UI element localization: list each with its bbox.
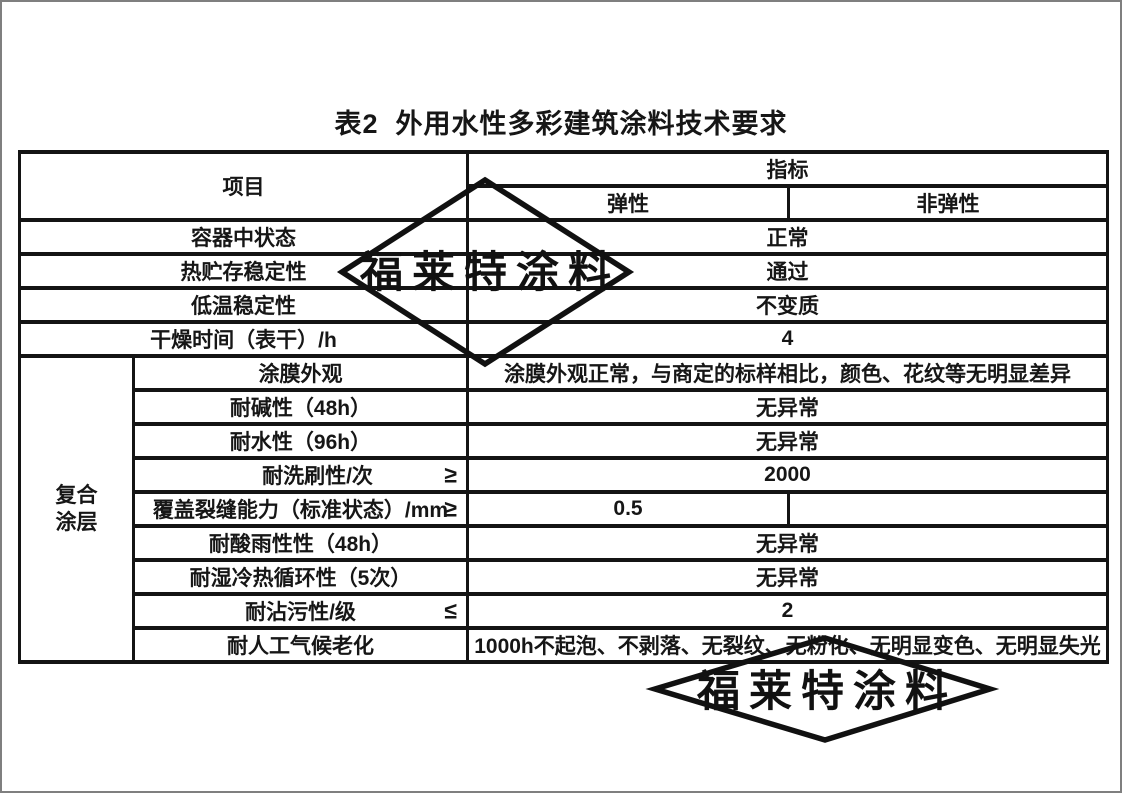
table-row: 复合涂层 涂膜外观 涂膜外观正常，与商定的标样相比，颜色、花纹等无明显差异 xyxy=(18,354,1109,664)
row-item-label: 耐湿冷热循环性（5次） xyxy=(132,558,469,596)
row-value: 不变质 xyxy=(466,286,1109,324)
row-item-label: 耐水性（96h） xyxy=(132,422,469,460)
header-cell-item: 项目 xyxy=(18,150,469,222)
table-row: 低温稳定性 不变质 xyxy=(18,286,1109,324)
row-value: 2 xyxy=(466,592,1109,630)
table-row: 耐酸雨性性（48h） 无异常 xyxy=(20,524,1109,562)
watermark-text: 福莱特涂料 xyxy=(696,667,957,717)
row-value: 无异常 xyxy=(466,524,1109,562)
table-row: 覆盖裂缝能力（标准状态）/mm ≥ 0.5 xyxy=(20,490,1109,528)
table-row: 热贮存稳定性 通过 xyxy=(18,252,1109,290)
row-value: 无异常 xyxy=(466,388,1109,426)
row-value: 2000 xyxy=(466,456,1109,494)
row-item-label: 热贮存稳定性 xyxy=(18,252,469,290)
row-value: 4 xyxy=(466,320,1109,358)
row-value-non-elastic xyxy=(787,490,1109,528)
row-value: 1000h不起泡、不剥落、无裂纹、无粉化、无明显变色、无明显失光 xyxy=(466,626,1109,664)
table-row: 耐人工气候老化 1000h不起泡、不剥落、无裂纹、无粉化、无明显变色、无明显失光 xyxy=(20,626,1109,664)
group-label: 复合涂层 xyxy=(55,483,98,534)
table-row: 耐湿冷热循环性（5次） 无异常 xyxy=(20,558,1109,596)
row-value-elastic: 0.5 xyxy=(466,490,790,528)
row-item-label: 耐沾污性/级 xyxy=(245,601,356,624)
row-item-label: 耐酸雨性性（48h） xyxy=(132,524,469,562)
group-label-cell: 复合涂层 xyxy=(18,354,135,664)
row-value: 正常 xyxy=(466,218,1109,256)
table-row: 耐水性（96h） 无异常 xyxy=(20,422,1109,460)
row-item-label: 涂膜外观 xyxy=(132,354,469,392)
lte-operator: ≤ xyxy=(444,597,457,624)
header-row-1: 项目 指标 xyxy=(18,150,1109,222)
table-row: 容器中状态 正常 xyxy=(18,218,1109,256)
row-item-label-with-operator: 覆盖裂缝能力（标准状态）/mm ≥ xyxy=(132,490,469,528)
table-row: 耐沾污性/级 ≤ 2 xyxy=(20,592,1109,630)
header-cell-elastic: 弹性 xyxy=(466,184,790,222)
row-value: 无异常 xyxy=(466,558,1109,596)
row-value: 无异常 xyxy=(466,422,1109,460)
gte-operator: ≥ xyxy=(444,461,457,488)
row-item-label: 耐人工气候老化 xyxy=(132,626,469,664)
table-row: 干燥时间（表干）/h 4 xyxy=(18,320,1109,358)
row-item-label: 覆盖裂缝能力（标准状态）/mm xyxy=(152,499,449,522)
row-value: 通过 xyxy=(466,252,1109,290)
table-row: 耐碱性（48h） 无异常 xyxy=(20,388,1109,426)
table-title: 表2 外用水性多彩建筑涂料技术要求 xyxy=(334,109,788,139)
table-row: 耐洗刷性/次 ≥ 2000 xyxy=(20,456,1109,494)
header-cell-non-elastic: 非弹性 xyxy=(787,184,1109,222)
row-item-label-with-operator: 耐洗刷性/次 ≥ xyxy=(132,456,469,494)
row-item-label: 干燥时间（表干）/h xyxy=(18,320,469,358)
row-item-label: 耐碱性（48h） xyxy=(132,388,469,426)
row-item-label-with-operator: 耐沾污性/级 ≤ xyxy=(132,592,469,630)
row-item-label: 低温稳定性 xyxy=(18,286,469,324)
gte-operator: ≥ xyxy=(444,495,457,522)
row-value: 涂膜外观正常，与商定的标样相比，颜色、花纹等无明显差异 xyxy=(466,354,1109,392)
row-item-label: 耐洗刷性/次 xyxy=(262,465,373,488)
header-cell-index: 指标 xyxy=(466,150,1109,188)
spec-table: 项目 指标 弹性 非弹性 容器中状态 正常 热贮存稳定性 通过 低温稳定性 不变… xyxy=(18,150,1109,664)
row-item-label: 容器中状态 xyxy=(18,218,469,256)
